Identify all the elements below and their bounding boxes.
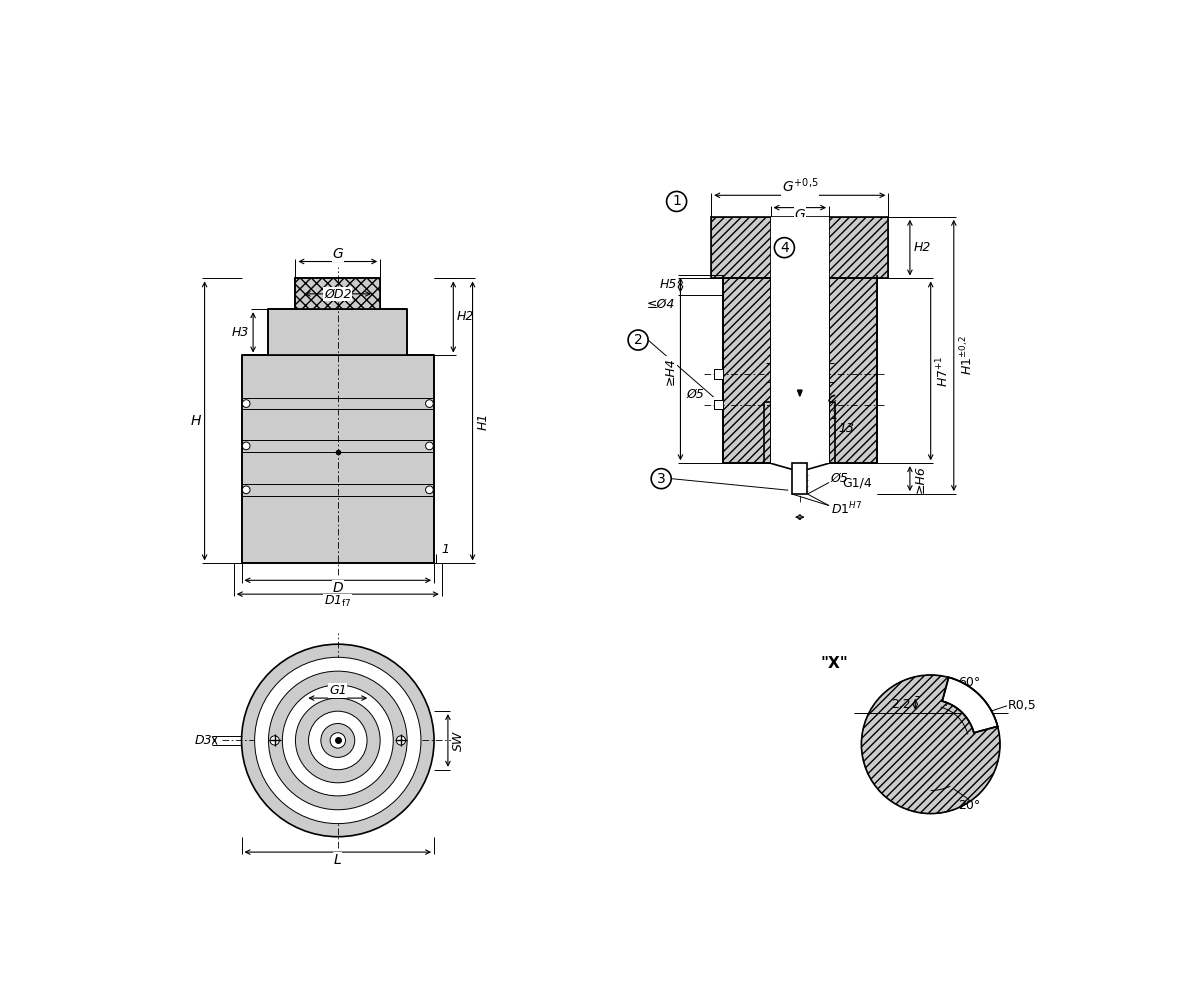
Circle shape [241, 644, 434, 837]
Text: $G^{+0{,}5}$: $G^{+0{,}5}$ [781, 177, 818, 195]
Text: L: L [334, 853, 342, 866]
Text: 60°: 60° [958, 676, 980, 689]
Text: H2: H2 [457, 311, 474, 324]
Polygon shape [942, 677, 997, 733]
Bar [241, 356, 434, 564]
Bar [722, 278, 770, 463]
Text: 20°: 20° [958, 799, 980, 812]
Text: 2: 2 [634, 333, 642, 347]
Polygon shape [798, 390, 802, 396]
Text: $H7^{+1}$: $H7^{+1}$ [935, 355, 952, 387]
Text: R1: R1 [823, 409, 840, 422]
Text: 3: 3 [656, 471, 666, 485]
Text: R0,5: R0,5 [1008, 699, 1037, 713]
Circle shape [269, 671, 407, 810]
Text: 4: 4 [780, 240, 788, 254]
Text: 1: 1 [442, 543, 450, 556]
Text: H3: H3 [232, 326, 250, 339]
Bar [722, 278, 770, 463]
Bar [829, 278, 877, 463]
Text: G: G [794, 208, 805, 221]
Text: H: H [191, 414, 200, 428]
Text: Ø5: Ø5 [686, 388, 704, 400]
Bar [295, 278, 380, 310]
Circle shape [862, 675, 1000, 814]
Text: 2,2: 2,2 [892, 697, 911, 711]
Circle shape [242, 442, 250, 450]
Text: 13: 13 [838, 422, 854, 435]
Text: Ø5: Ø5 [830, 472, 848, 485]
Circle shape [628, 330, 648, 350]
Circle shape [774, 237, 794, 257]
Circle shape [666, 191, 686, 211]
Text: X: X [808, 238, 823, 257]
Bar [269, 310, 407, 356]
Text: D: D [332, 581, 343, 595]
Text: $H1^{\pm 0{,}2}$: $H1^{\pm 0{,}2}$ [959, 336, 976, 375]
Circle shape [320, 724, 355, 758]
Text: ≥H6: ≥H6 [913, 464, 926, 492]
Text: 1: 1 [672, 194, 682, 208]
Circle shape [426, 486, 433, 493]
Text: H2: H2 [913, 241, 931, 254]
Text: G: G [332, 247, 343, 261]
Circle shape [396, 736, 406, 745]
Text: H5: H5 [659, 278, 677, 291]
Bar [712, 217, 888, 278]
Circle shape [242, 400, 250, 407]
Text: ≤Ø4: ≤Ø4 [647, 298, 676, 312]
Circle shape [426, 442, 433, 450]
Circle shape [295, 698, 380, 783]
Circle shape [308, 712, 367, 770]
Circle shape [330, 733, 346, 748]
Circle shape [282, 685, 394, 796]
Circle shape [270, 736, 280, 745]
Text: $D1^{H7}$: $D1^{H7}$ [830, 501, 862, 518]
Bar [770, 278, 829, 463]
Bar [770, 217, 829, 278]
Circle shape [242, 486, 250, 493]
Bar [714, 400, 722, 409]
Bar [714, 369, 722, 379]
Bar [295, 278, 380, 310]
Text: H1: H1 [476, 412, 490, 429]
Polygon shape [942, 677, 997, 733]
Bar [712, 217, 888, 278]
Text: D3: D3 [196, 734, 212, 747]
Text: G1: G1 [329, 683, 347, 696]
Text: ≥H4: ≥H4 [664, 357, 677, 385]
Text: D1$_{\sf f7}$: D1$_{\sf f7}$ [324, 594, 352, 609]
Text: G1/4: G1/4 [842, 476, 872, 489]
Circle shape [254, 657, 421, 824]
Bar [295, 278, 380, 310]
Text: ØD2: ØD2 [324, 287, 352, 300]
Circle shape [426, 400, 433, 407]
Bar [829, 278, 877, 463]
Text: 1,6: 1,6 [806, 381, 823, 391]
Circle shape [652, 468, 671, 488]
Text: "X": "X" [821, 656, 848, 671]
Bar [792, 463, 808, 494]
Text: SW: SW [451, 731, 464, 751]
